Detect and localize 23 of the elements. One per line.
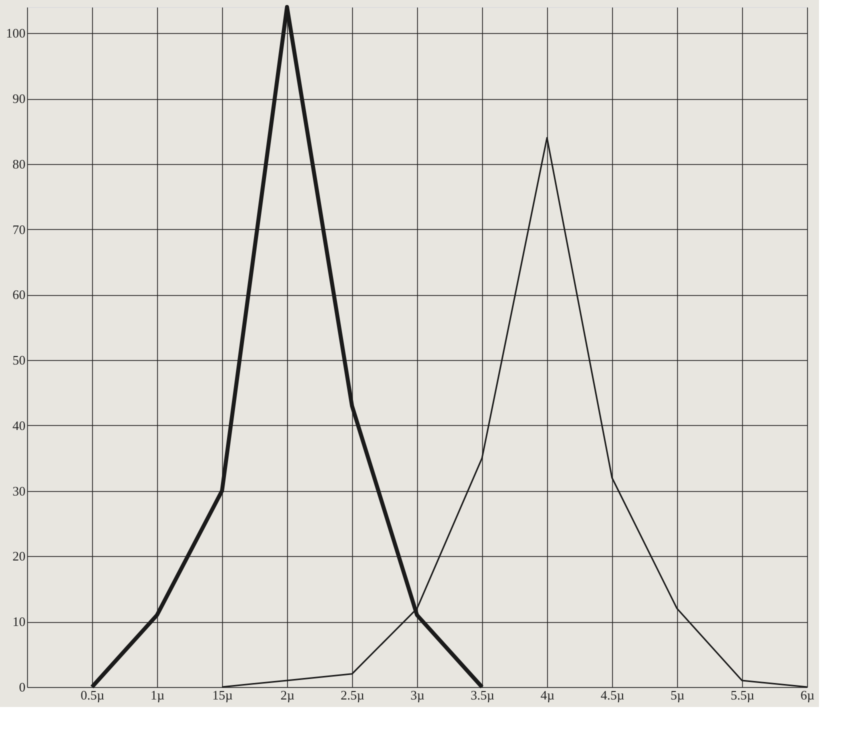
x-tick-label: 1µ (150, 688, 165, 702)
y-tick-label: 50 (12, 352, 26, 368)
x-tick-label: 2.5µ (340, 688, 365, 702)
x-tick-label: 5.5µ (730, 688, 755, 702)
y-tick-label: 10 (12, 614, 26, 630)
y-tick-label: 70 (12, 222, 26, 237)
y-tick-label: 60 (12, 287, 26, 302)
x-tick-label: 5µ (670, 688, 685, 702)
y-tick-label: 100 (6, 26, 26, 41)
x-tick-label: 2µ (280, 688, 295, 702)
x-tick-label: 4µ (540, 688, 555, 702)
y-tick-label: 80 (12, 156, 26, 172)
y-tick-label: 40 (12, 418, 26, 433)
y-tick-label: 90 (12, 91, 26, 106)
x-tick-label: 6µ (800, 688, 815, 702)
y-tick-label: 30 (12, 483, 26, 498)
x-tick-label: 3.5µ (470, 688, 495, 702)
x-tick-label: 3µ (410, 688, 425, 702)
y-tick-label: 0 (19, 680, 26, 694)
x-tick-label: 4.5µ (600, 688, 625, 702)
x-tick-label: 0.5µ (80, 688, 105, 702)
x-tick-label: 15µ (212, 688, 234, 702)
y-tick-label: 20 (12, 548, 26, 564)
